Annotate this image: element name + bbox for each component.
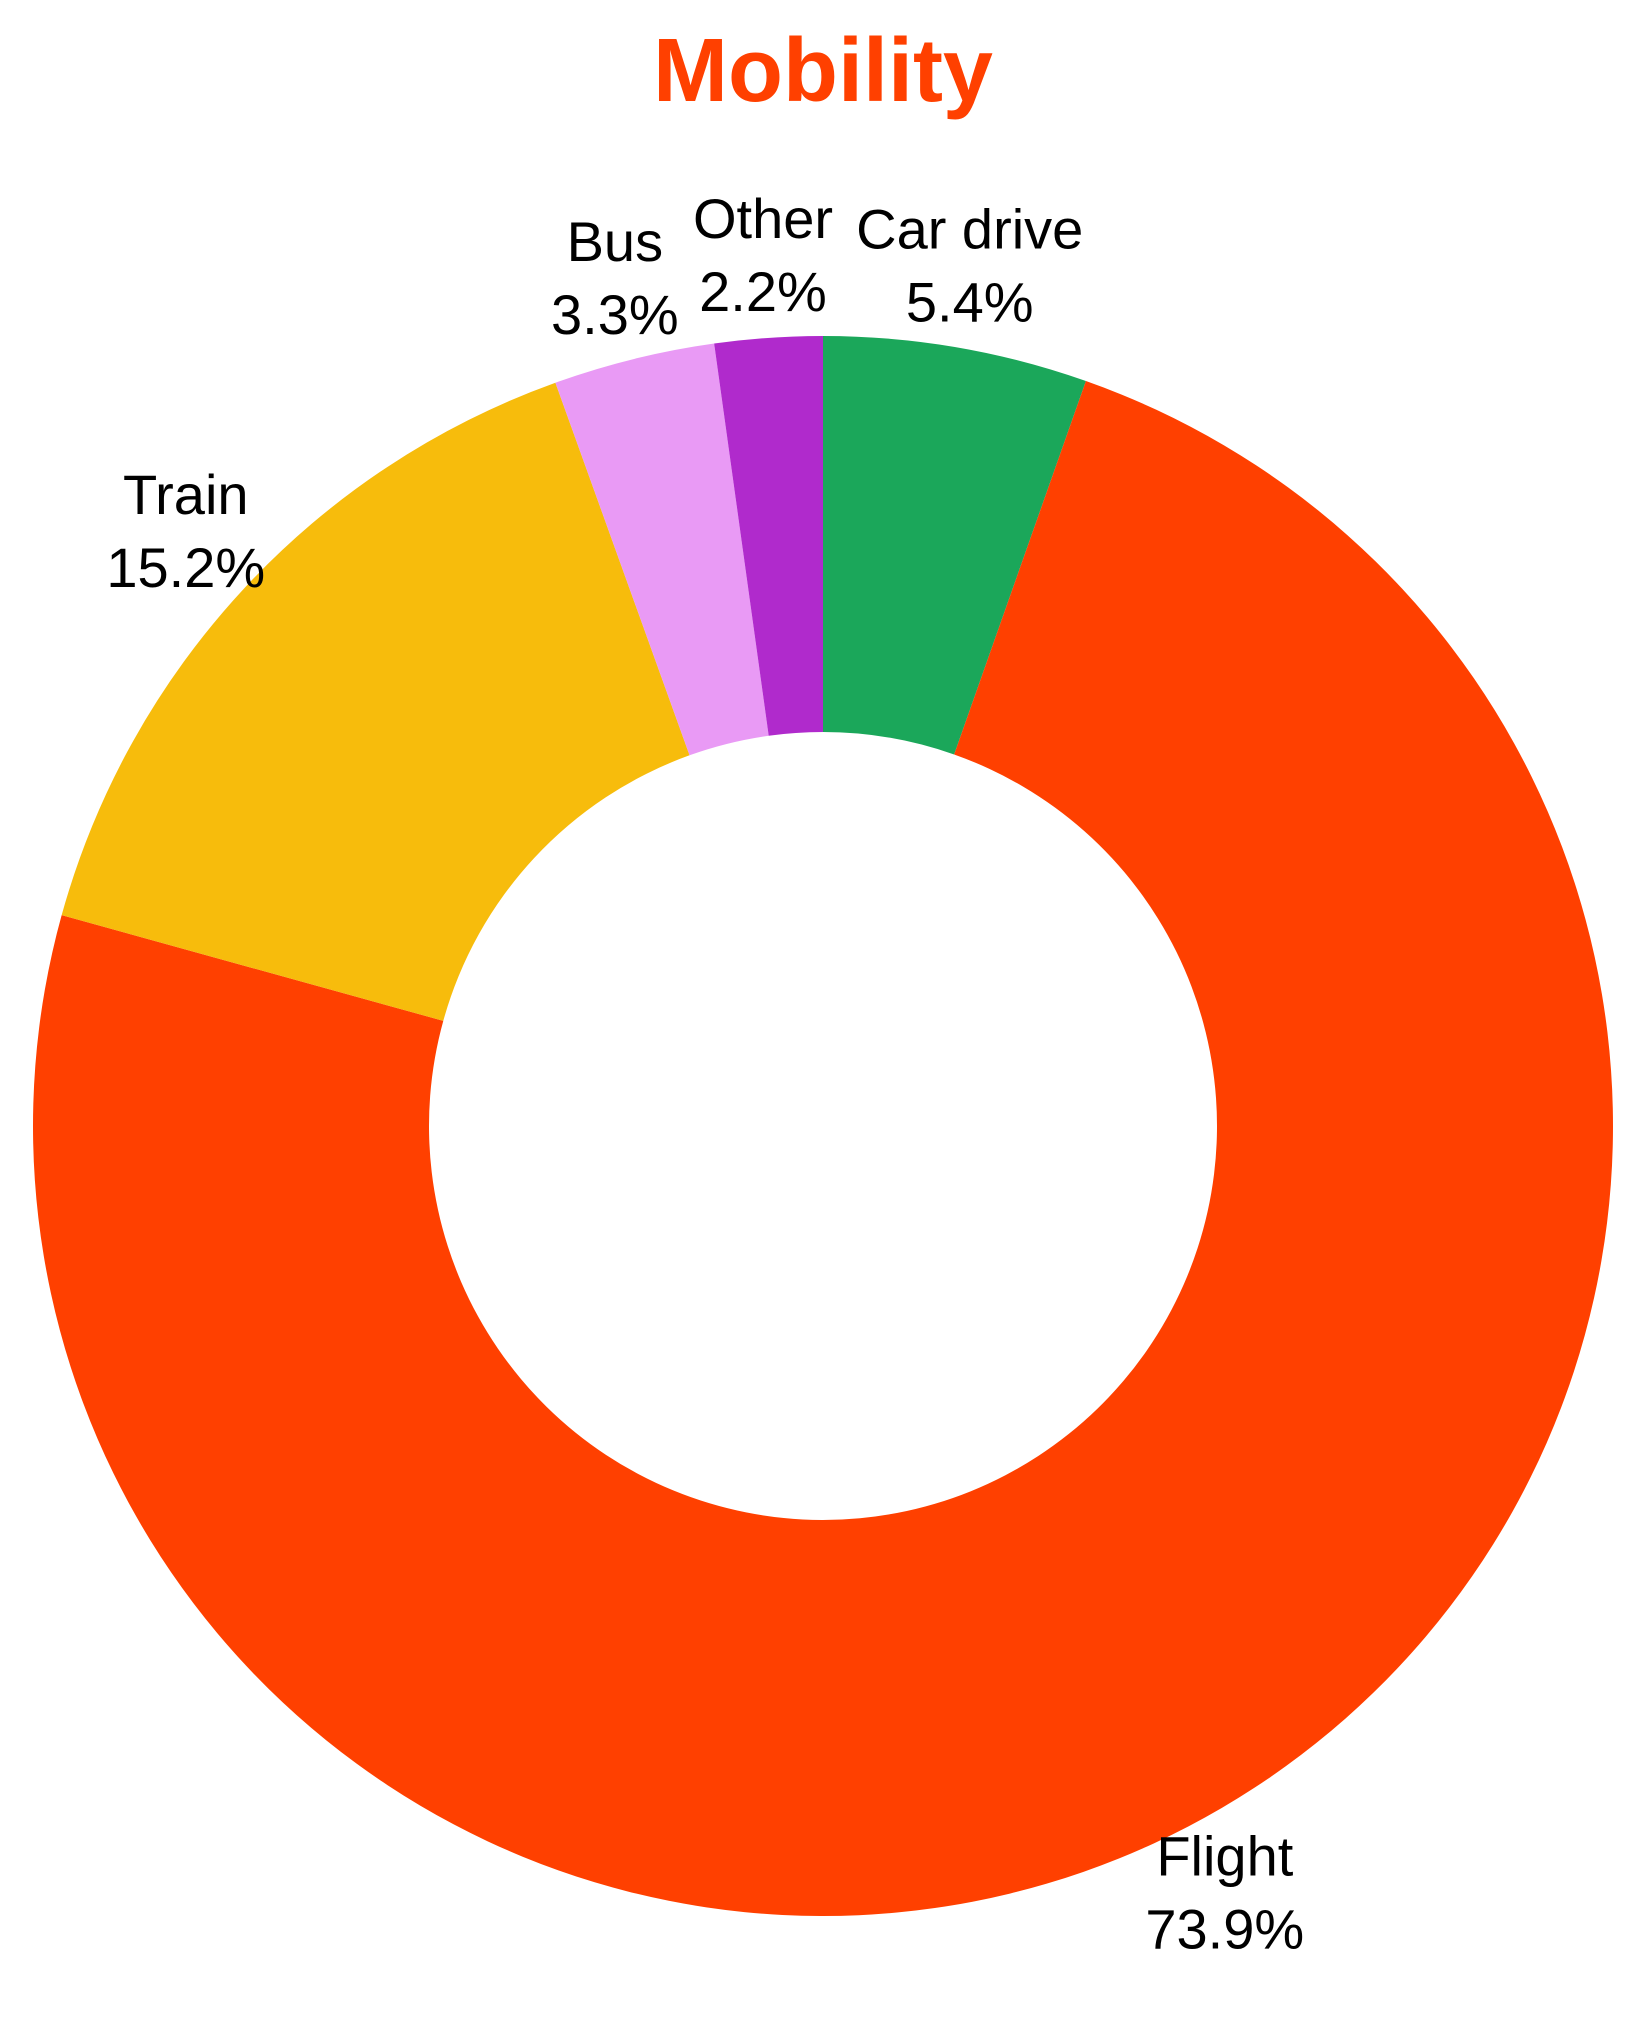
pie-slice — [714, 336, 823, 736]
slice-value-label: 15.2% — [106, 536, 265, 599]
chart-title: Mobility — [653, 21, 993, 121]
pie-slice — [555, 343, 769, 756]
slice-label: Flight — [1156, 1824, 1293, 1887]
pie-slice — [823, 336, 1086, 755]
slice-value-label: 73.9% — [1145, 1897, 1304, 1960]
slice-value-label: 2.2% — [699, 260, 827, 323]
slice-label: Bus — [567, 210, 664, 273]
slice-label: Other — [693, 187, 833, 250]
slice-label: Train — [123, 463, 249, 526]
slice-label: Car drive — [856, 197, 1083, 260]
pie-slice — [32, 381, 1613, 1916]
pie-slice — [61, 382, 690, 1021]
slice-value-label: 5.4% — [906, 270, 1034, 333]
slice-value-label: 3.3% — [551, 283, 679, 346]
